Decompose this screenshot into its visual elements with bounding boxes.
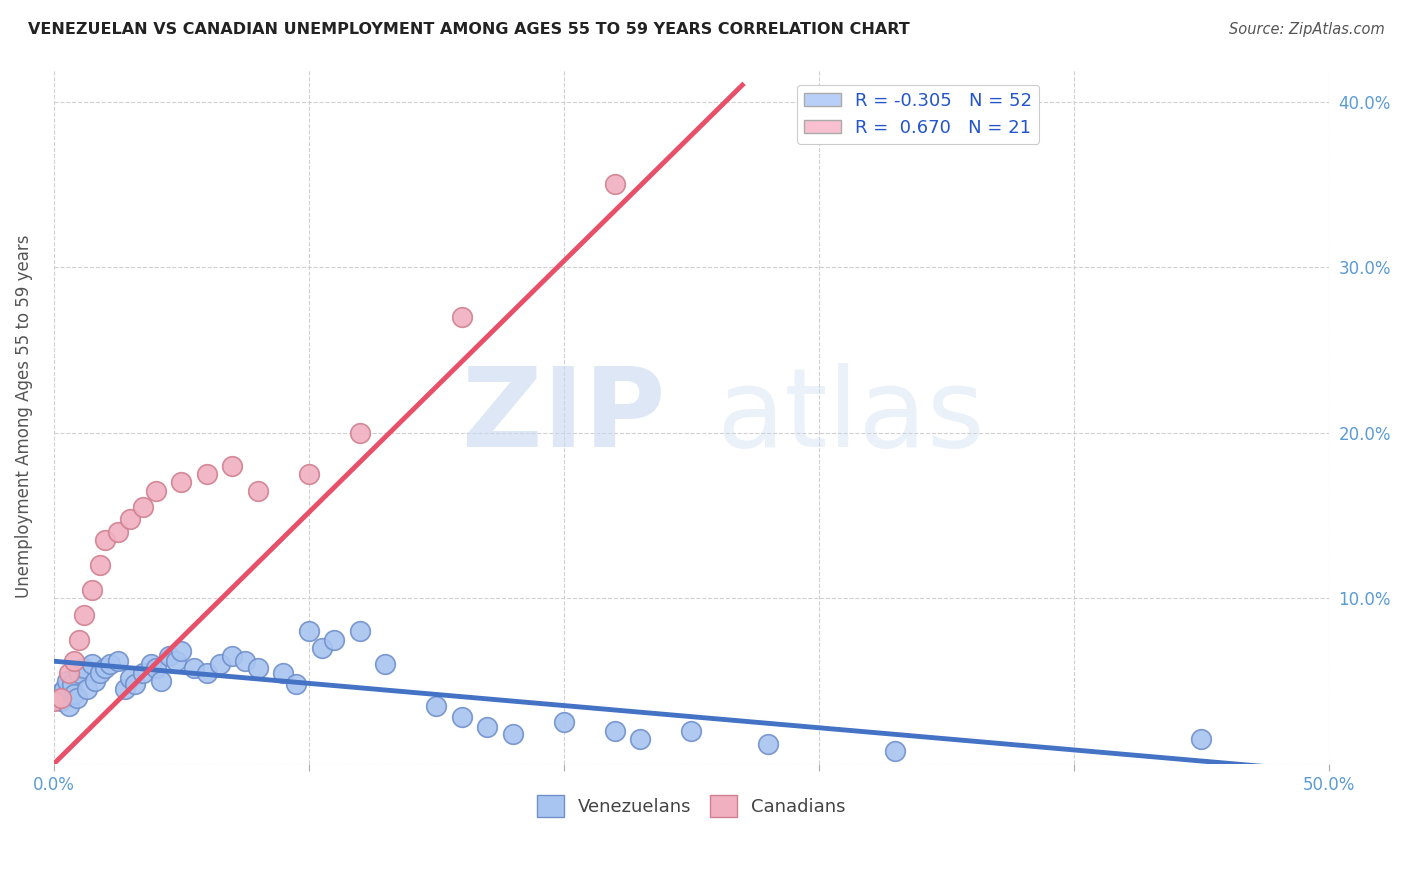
Point [221, 458, 243, 473]
Point [195, 665, 218, 680]
Point [323, 632, 346, 647]
Point [51, 690, 73, 705]
Point [170, 644, 193, 658]
Point [311, 640, 333, 655]
Point [298, 624, 321, 639]
Text: VENEZUELAN VS CANADIAN UNEMPLOYMENT AMONG AGES 55 TO 59 YEARS CORRELATION CHART: VENEZUELAN VS CANADIAN UNEMPLOYMENT AMON… [28, 22, 910, 37]
Point [165, 654, 187, 668]
Point [1189, 731, 1212, 746]
Point [73, 661, 96, 675]
Point [42, 694, 65, 708]
Text: Source: ZipAtlas.com: Source: ZipAtlas.com [1229, 22, 1385, 37]
Point [66, 690, 89, 705]
Point [628, 731, 651, 746]
Point [124, 677, 146, 691]
Point [107, 524, 129, 539]
Point [51, 694, 73, 708]
Point [233, 654, 256, 668]
Point [45, 690, 67, 705]
Point [132, 500, 155, 515]
Point [94, 533, 117, 548]
Point [80, 657, 103, 672]
Point [145, 483, 167, 498]
Point [149, 674, 172, 689]
Point [183, 661, 205, 675]
Point [349, 624, 371, 639]
Point [285, 677, 308, 691]
Point [477, 720, 499, 734]
Legend: Venezuelans, Canadians: Venezuelans, Canadians [530, 788, 853, 824]
Point [273, 665, 295, 680]
Text: ZIP: ZIP [463, 363, 666, 470]
Point [298, 467, 321, 482]
Point [502, 727, 524, 741]
Point [60, 677, 83, 691]
Point [94, 661, 117, 675]
Point [425, 698, 447, 713]
Point [76, 682, 98, 697]
Point [55, 674, 77, 689]
Point [63, 687, 86, 701]
Point [553, 715, 575, 730]
Point [48, 687, 70, 701]
Point [67, 632, 90, 647]
Point [114, 682, 136, 697]
Point [98, 657, 121, 672]
Text: atlas: atlas [717, 363, 986, 470]
Point [450, 710, 472, 724]
Point [67, 665, 90, 680]
Point [139, 657, 162, 672]
Point [157, 649, 180, 664]
Point [603, 178, 626, 192]
Point [756, 737, 779, 751]
Point [58, 665, 80, 680]
Point [80, 582, 103, 597]
Point [246, 661, 269, 675]
Point [349, 425, 371, 440]
Point [120, 512, 142, 526]
Point [120, 671, 142, 685]
Point [58, 698, 80, 713]
Point [374, 657, 396, 672]
Point [53, 682, 76, 697]
Point [681, 723, 703, 738]
Point [170, 475, 193, 490]
Point [884, 743, 907, 757]
Point [208, 657, 231, 672]
Point [450, 310, 472, 324]
Point [107, 654, 129, 668]
Point [246, 483, 269, 498]
Point [73, 607, 96, 622]
Point [145, 661, 167, 675]
Point [89, 665, 111, 680]
Point [132, 665, 155, 680]
Point [195, 467, 218, 482]
Point [221, 649, 243, 664]
Y-axis label: Unemployment Among Ages 55 to 59 years: Unemployment Among Ages 55 to 59 years [15, 235, 32, 598]
Point [63, 654, 86, 668]
Point [603, 723, 626, 738]
Point [89, 558, 111, 573]
Point [83, 674, 105, 689]
